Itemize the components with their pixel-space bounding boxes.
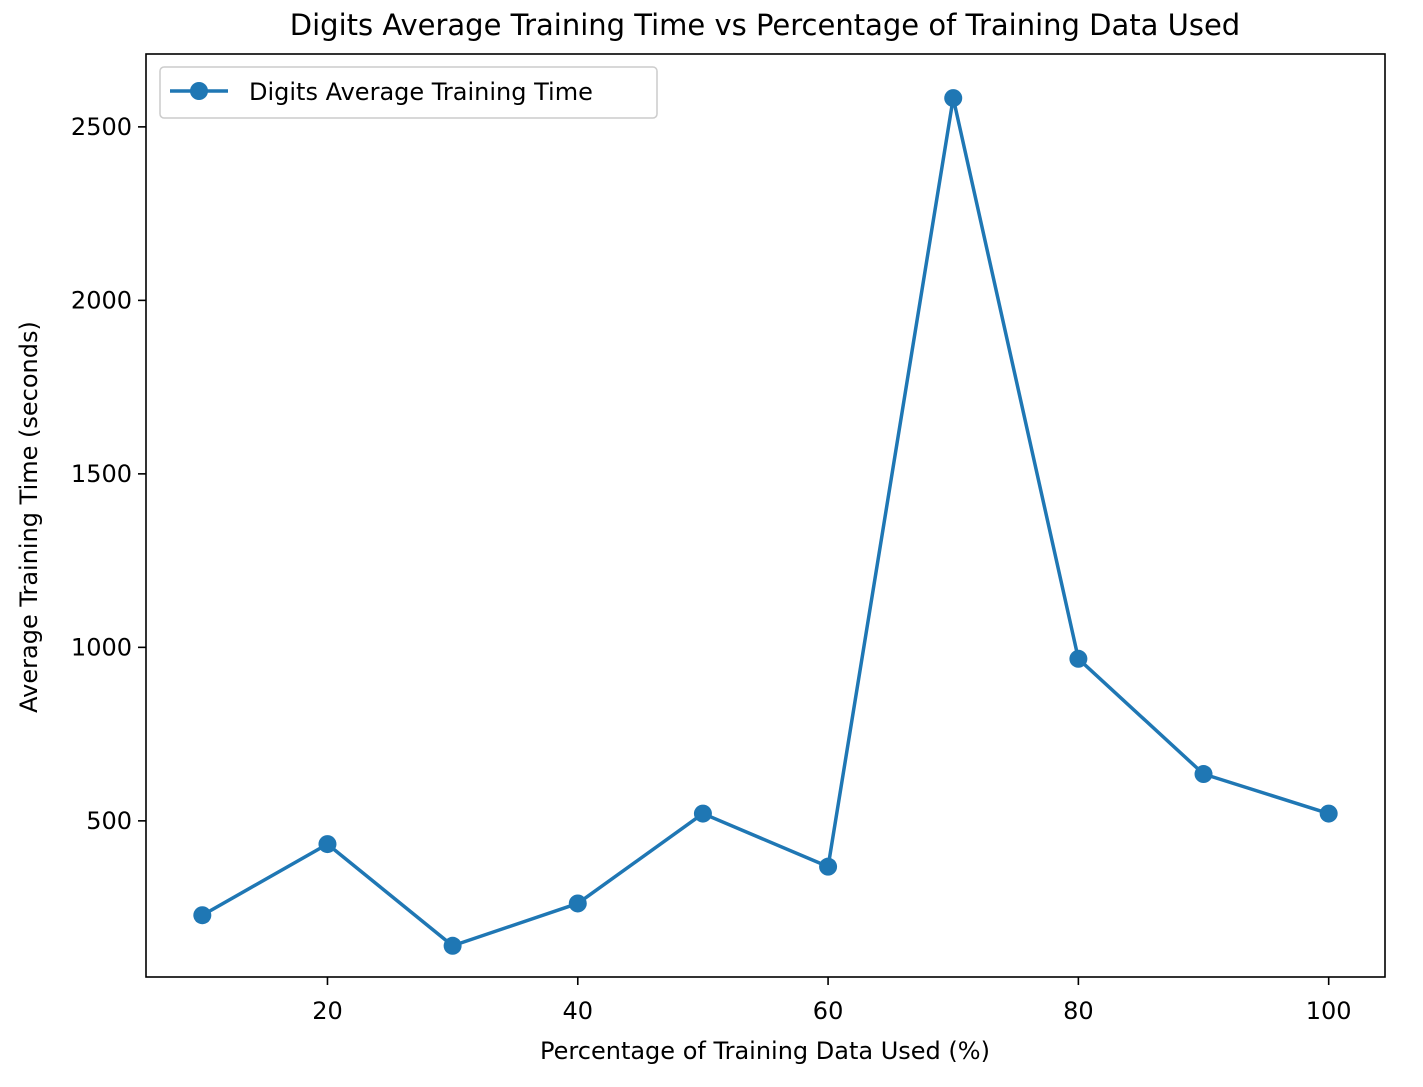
y-axis-label: Average Training Time (seconds)	[15, 321, 43, 713]
data-point	[819, 857, 838, 876]
data-point	[443, 936, 462, 955]
y-tick-label: 500	[86, 807, 132, 835]
y-tick-label: 2000	[71, 286, 132, 314]
plot-area: 20 40 60 80 100 500 1000 1500 2000 2500	[71, 53, 1386, 1025]
legend-frame	[159, 66, 658, 119]
x-tick-label: 80	[1063, 997, 1094, 1025]
legend-marker-swatch	[190, 82, 208, 100]
y-tick-label: 1000	[71, 633, 132, 661]
x-tick-label: 40	[562, 997, 593, 1025]
x-tick-label: 100	[1306, 997, 1352, 1025]
legend-label: Digits Average Training Time	[249, 78, 593, 106]
data-point	[1069, 649, 1088, 668]
y-tick-label: 2500	[71, 113, 132, 141]
x-tick-label: 60	[813, 997, 844, 1025]
x-tick-label: 20	[312, 997, 343, 1025]
data-point	[693, 804, 712, 823]
axes-frame	[145, 53, 1386, 978]
chart-title: Digits Average Training Time vs Percenta…	[290, 8, 1240, 42]
data-point	[1194, 765, 1213, 784]
data-point	[568, 894, 587, 913]
data-point	[318, 835, 337, 854]
y-tick-label: 1500	[71, 460, 132, 488]
series-line	[201, 96, 1330, 948]
data-point	[1319, 804, 1338, 823]
data-point	[944, 89, 963, 108]
data-point	[193, 906, 212, 925]
x-axis-label: Percentage of Training Data Used (%)	[540, 1037, 990, 1065]
legend: Digits Average Training Time	[159, 66, 658, 119]
